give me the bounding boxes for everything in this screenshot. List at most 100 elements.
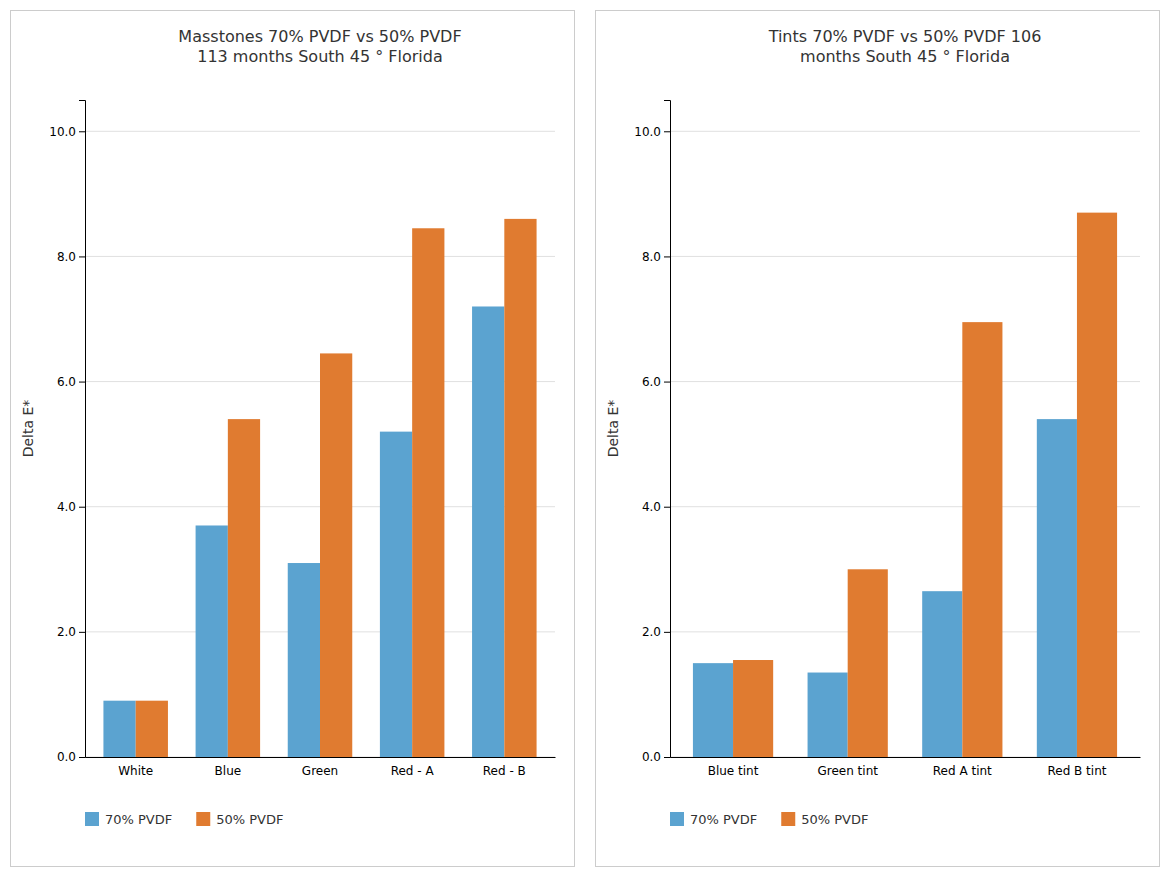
- y-tick-label: 2.0: [642, 625, 661, 639]
- x-axis: White Blue Green Red - A Red - B: [86, 758, 556, 778]
- x-tick-label: Red A tint: [933, 764, 992, 778]
- bar: [320, 353, 352, 757]
- legend-swatch: [85, 812, 99, 826]
- bar-series: [693, 419, 1077, 757]
- legend: 70% PVDF 50% PVDF: [85, 812, 284, 827]
- legend: 70% PVDF 50% PVDF: [670, 812, 869, 827]
- y-tick: 4.0: [57, 500, 85, 514]
- bar: [103, 701, 135, 757]
- y-tick-label: 6.0: [642, 375, 661, 389]
- y-tick-mark: [79, 757, 85, 758]
- y-tick-label: 2.0: [57, 625, 76, 639]
- x-tick-label: Red B tint: [1047, 764, 1106, 778]
- y-tick-label: 8.0: [57, 250, 76, 264]
- y-tick-label: 8.0: [642, 250, 661, 264]
- y-tick-mark: [79, 256, 85, 257]
- y-tick: 0.0: [642, 750, 670, 764]
- x-tick: White: [118, 764, 153, 778]
- bar: [504, 219, 536, 757]
- y-tick-mark: [664, 256, 670, 257]
- legend-swatch: [781, 812, 795, 826]
- panel-border: [596, 11, 1160, 867]
- y-axis-line: [664, 101, 671, 758]
- y-tick: 10.0: [634, 125, 670, 139]
- bar: [962, 322, 1002, 757]
- chart-canvas: 0.0 2.0 4.0 6.0 8.0 10.0 White Blue Green Red - A…: [0, 0, 1170, 877]
- bar: [848, 569, 888, 757]
- bar: [922, 591, 962, 757]
- y-tick-mark: [79, 632, 85, 633]
- y-tick-label: 6.0: [57, 375, 76, 389]
- panel: 0.0 2.0 4.0 6.0 8.0 10.0 White Blue Green Red - A…: [11, 11, 575, 867]
- plot: 0.02.04.06.08.010.0Blue tintGreen tintRe…: [605, 27, 1141, 827]
- y-tick-label: 0.0: [57, 750, 76, 764]
- bar: [1077, 213, 1117, 757]
- bar-series: [733, 213, 1117, 757]
- y-tick: 2.0: [642, 625, 670, 639]
- x-tick-label: White: [118, 764, 153, 778]
- legend-item: 50% PVDF: [196, 812, 283, 827]
- y-tick-mark: [664, 632, 670, 633]
- grid-line: [85, 131, 555, 132]
- bar: [380, 432, 412, 757]
- y-axis: 0.02.04.06.08.010.0: [634, 101, 670, 765]
- y-tick: 8.0: [642, 250, 670, 264]
- grid-line: [670, 256, 1140, 257]
- legend-label: 70% PVDF: [690, 812, 757, 827]
- grid-line: [670, 131, 1140, 132]
- bar: [733, 660, 773, 757]
- plot: 0.0 2.0 4.0 6.0 8.0 10.0 White Blue Green Red - A…: [20, 27, 556, 827]
- y-tick-mark: [79, 382, 85, 383]
- panel-border: [11, 11, 575, 867]
- y-tick-label: 0.0: [642, 750, 661, 764]
- bars: [693, 213, 1117, 757]
- y-tick-label: 10.0: [49, 125, 76, 139]
- y-tick: 10.0: [49, 125, 85, 139]
- legend-item: 70% PVDF: [85, 812, 172, 827]
- grid: [85, 131, 555, 757]
- bar: [472, 306, 504, 757]
- x-tick-label: Blue tint: [708, 764, 759, 778]
- x-tick: Blue tint: [708, 764, 759, 778]
- legend-label: 50% PVDF: [216, 812, 283, 827]
- y-tick-mark: [79, 507, 85, 508]
- bar: [1037, 419, 1077, 757]
- y-tick: 6.0: [642, 375, 670, 389]
- y-axis-title: Delta E*: [20, 400, 36, 458]
- legend-swatch: [670, 812, 684, 826]
- y-tick: 2.0: [57, 625, 85, 639]
- legend-item: 50% PVDF: [781, 812, 868, 827]
- legend-item: 70% PVDF: [670, 812, 757, 827]
- bar: [808, 673, 848, 757]
- y-tick-mark: [664, 382, 670, 383]
- title: Masstones 70% PVDF vs 50% PVDF113 months…: [178, 27, 461, 66]
- y-axis-title: Delta E*: [605, 400, 621, 458]
- x-tick: Blue: [215, 764, 242, 778]
- y-tick: 6.0: [57, 375, 85, 389]
- x-tick: Red - A: [391, 764, 435, 778]
- x-tick: Red - B: [483, 764, 526, 778]
- y-tick-mark: [664, 507, 670, 508]
- y-tick: 0.0: [57, 750, 85, 764]
- bar: [288, 563, 320, 757]
- x-tick: Green tint: [817, 764, 878, 778]
- x-axis-line: [86, 757, 556, 758]
- x-tick-label: Green tint: [817, 764, 878, 778]
- x-tick-label: Green: [302, 764, 338, 778]
- x-tick: Green: [302, 764, 338, 778]
- y-tick: 8.0: [57, 250, 85, 264]
- bar: [196, 525, 228, 757]
- y-axis: 0.0 2.0 4.0 6.0 8.0 10.0: [49, 101, 85, 765]
- bar-series: [136, 219, 537, 757]
- bar: [136, 701, 168, 757]
- legend-swatch: [196, 812, 210, 826]
- legend-label: 50% PVDF: [801, 812, 868, 827]
- legend-label: 70% PVDF: [105, 812, 172, 827]
- y-tick-mark: [664, 757, 670, 758]
- bar: [228, 419, 260, 757]
- x-tick: Red A tint: [933, 764, 992, 778]
- bar: [412, 228, 444, 757]
- x-axis: Blue tint Green tint Red A tint Red B tint: [671, 758, 1141, 778]
- y-tick-label: 4.0: [57, 500, 76, 514]
- grid: [670, 131, 1140, 757]
